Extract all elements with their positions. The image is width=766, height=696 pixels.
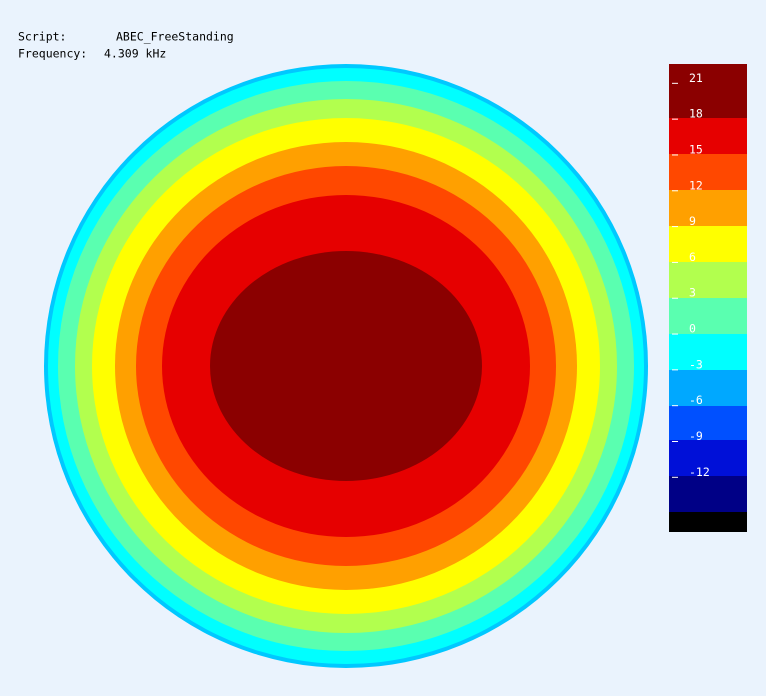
colorbar-band bbox=[669, 334, 747, 370]
colorbar-band bbox=[669, 476, 747, 512]
colorbar-band bbox=[669, 118, 747, 154]
colorbar-tick-label: -12 bbox=[689, 465, 710, 479]
colorbar-tick-label: 0 bbox=[689, 322, 696, 336]
colorbar-band bbox=[669, 154, 747, 190]
contour-field bbox=[44, 64, 648, 668]
colorbar-band bbox=[669, 190, 747, 226]
colorbar-tick-label: 12 bbox=[689, 178, 703, 192]
contour-ring bbox=[210, 251, 482, 481]
colorbar-tick-label: -3 bbox=[689, 357, 703, 371]
colorbar-band bbox=[669, 262, 747, 298]
colorbar-tick-label: 18 bbox=[689, 107, 703, 121]
frequency-label: Frequency: bbox=[18, 47, 87, 61]
script-name: ABEC_FreeStanding bbox=[116, 30, 234, 44]
colorbar-tick-label: -9 bbox=[689, 429, 703, 443]
colorbar-band bbox=[669, 226, 747, 262]
script-label: Script: bbox=[18, 30, 66, 44]
colorbar-band bbox=[669, 370, 747, 406]
colorbar-tick-label: 6 bbox=[689, 250, 696, 264]
colorbar-tick-label: 21 bbox=[689, 71, 703, 85]
colorbar-tick-label: -6 bbox=[689, 393, 703, 407]
colorbar-tick-label: 15 bbox=[689, 142, 703, 156]
colorbar: 21 18 15 12 9 6 3 0 -3 -6 -9 -12 bbox=[669, 64, 747, 532]
colorbar-tick-label: 3 bbox=[689, 286, 696, 300]
colorbar-band bbox=[669, 406, 747, 440]
frequency-value: 4.309 kHz bbox=[104, 47, 166, 61]
colorbar-band bbox=[669, 440, 747, 476]
colorbar-band bbox=[669, 298, 747, 334]
colorbar-band bbox=[669, 512, 747, 532]
colorbar-tick-label: 9 bbox=[689, 214, 696, 228]
colorbar-band bbox=[669, 64, 747, 118]
